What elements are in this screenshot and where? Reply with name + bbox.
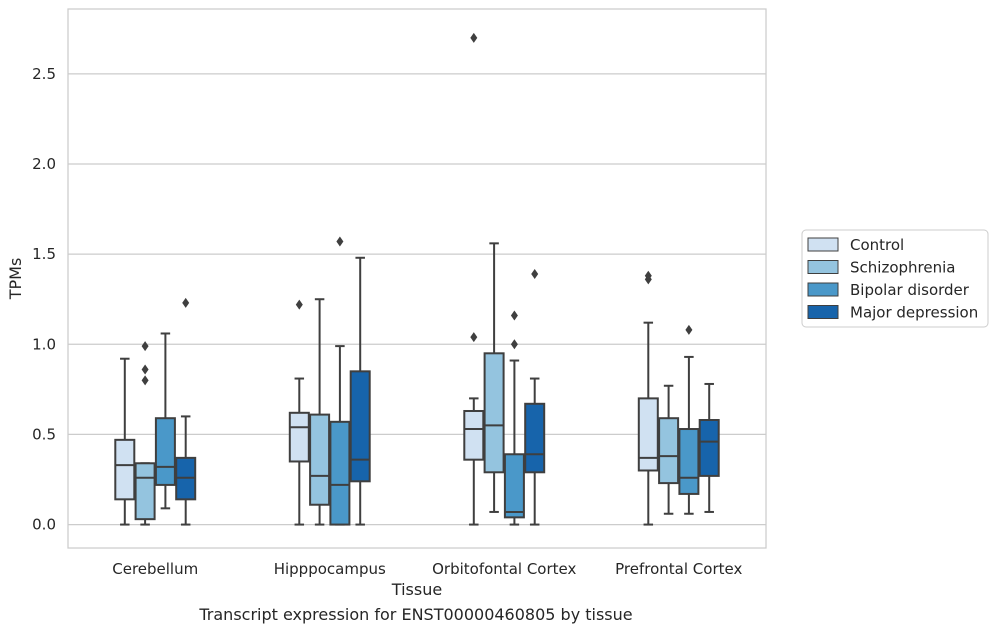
outlier-point [182,297,190,308]
box [658,417,680,485]
box [154,417,176,486]
outlier-point [510,310,518,321]
box [288,411,310,463]
box [503,453,525,519]
box-group [698,382,720,513]
x-tick-label: Orbitofontal Cortex [432,560,576,578]
y-tick-label: 0.5 [32,425,56,443]
legend-swatch [807,282,839,297]
x-tick-labels: Cerebellum Hipppocampus Orbitofontal Corte… [112,560,742,578]
box-group [288,299,310,526]
outlier-point [644,270,652,281]
box-group [503,310,525,526]
x-axis-title: Tissue [391,580,442,599]
box-group [483,242,505,513]
outlier-point [295,299,303,310]
box-group [637,270,659,526]
box [698,419,720,477]
legend-frame [801,229,989,328]
legend-swatch [807,260,839,274]
legend-label: Major depression [850,304,978,322]
plot-frame [67,8,767,549]
legend-swatch [807,305,839,319]
box-group [678,324,700,515]
box [134,462,156,521]
outlier-point [470,332,478,343]
chart-caption: Transcript expression for ENST0000046080… [199,605,633,624]
y-axis-title: TPMs [6,258,25,301]
box-group [175,297,197,526]
y-tick-label: 2.0 [32,155,56,173]
box-group [329,236,351,526]
box-group [349,256,371,526]
box-group [154,332,176,510]
box [463,409,485,461]
outlier-point [685,324,693,335]
y-tick-label: 1.5 [32,245,56,263]
box-plots [114,32,720,526]
x-tick-label: Hipppocampus [274,560,386,578]
box-group [524,268,546,526]
y-tick-labels: 0.0 0.5 1.0 1.5 2.0 2.5 [32,65,56,534]
outlier-point [141,364,149,375]
box-group [134,341,156,526]
legend: Control Schizophrenia Bipolar disorder Majo… [801,229,989,328]
box [349,370,371,483]
outlier-point [336,236,344,247]
x-tick-label: Cerebellum [112,560,198,578]
box-group [463,32,485,526]
x-tick-label: Prefrontal Cortex [615,560,742,578]
box-group [309,298,331,526]
box [524,402,546,474]
box [329,420,351,526]
y-tick-label: 2.5 [32,65,56,83]
box [678,428,700,495]
box [114,438,136,501]
legend-label: Control [850,236,904,254]
box [309,413,331,506]
box-group [658,384,680,515]
y-tick-label: 0.0 [32,516,56,534]
box [637,397,659,472]
box [483,352,505,474]
outlier-point [470,32,478,43]
box-group [114,357,136,526]
legend-label: Bipolar disorder [850,281,970,299]
outlier-point [141,375,149,386]
legend-label: Schizophrenia [850,259,955,277]
outlier-point [510,339,518,350]
legend-swatch [807,237,839,252]
outlier-point [141,341,149,352]
outlier-point [531,268,539,279]
y-tick-label: 1.0 [32,335,56,353]
